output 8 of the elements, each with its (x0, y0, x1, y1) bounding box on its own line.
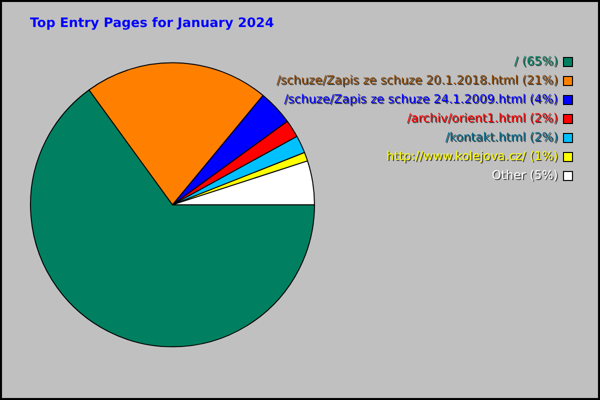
legend-label: Other (5%) (492, 168, 558, 182)
legend-label: /archiv/orient1.html (2%) (406, 111, 558, 126)
legend-label: / (65%) (514, 54, 558, 68)
legend-label: /schuze/Zapis ze schuze 20.1.2018.html (21%) (276, 73, 558, 88)
legend-label: http://www.kolejova.cz/ (1%) (386, 149, 558, 164)
legend-label: /kontakt.html (2%) (445, 130, 558, 144)
chart-title: Top Entry Pages for January 2024 (30, 16, 274, 32)
legend-label: /schuze/Zapis ze schuze 24.1.2009.html (4%) (285, 93, 559, 108)
